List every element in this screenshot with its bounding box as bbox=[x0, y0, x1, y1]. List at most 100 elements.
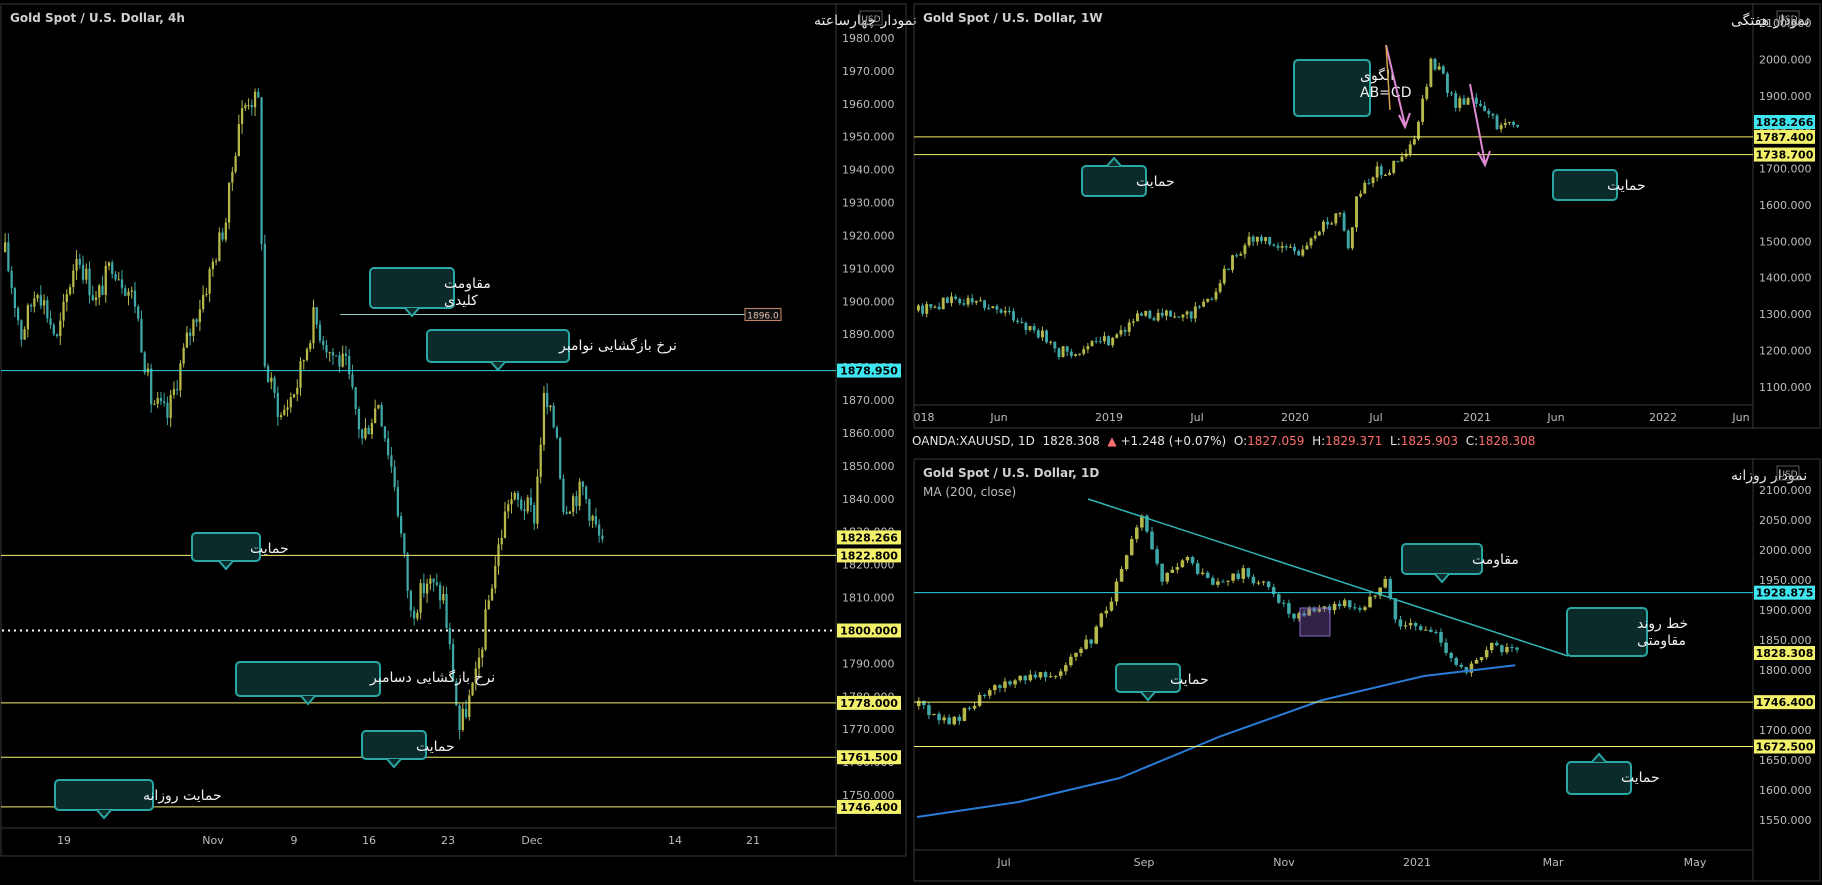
candle-body bbox=[1260, 236, 1263, 241]
candle-body bbox=[1282, 602, 1286, 604]
level-1738.700: 1738.700 bbox=[914, 147, 1815, 162]
candle-body bbox=[1342, 600, 1347, 607]
candle-body bbox=[247, 105, 250, 107]
y-tick-label: 2100.000 bbox=[1759, 17, 1812, 30]
candle-body bbox=[474, 668, 477, 683]
candle-body bbox=[991, 306, 995, 309]
candle-body bbox=[1383, 579, 1388, 588]
candle-body bbox=[231, 171, 234, 183]
callout-text: AB=CD bbox=[1360, 85, 1411, 101]
candle-body bbox=[1246, 568, 1251, 577]
candle-body bbox=[273, 377, 276, 393]
candle-body bbox=[78, 258, 81, 265]
candle-body bbox=[315, 307, 318, 325]
ticker-low-label: L: bbox=[1390, 434, 1401, 448]
candle-body bbox=[594, 515, 598, 525]
candle-body bbox=[1094, 341, 1098, 343]
candle-body bbox=[1425, 86, 1429, 99]
y-tick-label: 1900.000 bbox=[842, 295, 895, 308]
candle-body bbox=[974, 300, 978, 303]
indicator-label: MA (200, close) bbox=[923, 485, 1016, 499]
candle-body bbox=[1418, 626, 1423, 631]
candle-body bbox=[966, 298, 970, 305]
candle-body bbox=[305, 349, 309, 360]
chart-subtitle: نمودار چهارساعته bbox=[814, 13, 917, 29]
candle-body bbox=[1287, 603, 1291, 614]
candle-body bbox=[1251, 236, 1255, 242]
ticker-open: 1827.059 bbox=[1247, 434, 1305, 448]
ticker-up-arrow: ▲ bbox=[1107, 434, 1117, 448]
callout-november-open: نرخ بازگشایی نوامبر bbox=[426, 329, 677, 372]
candle-body bbox=[555, 427, 559, 438]
candle-body bbox=[546, 392, 549, 408]
callout-support-daily-1: حمایت bbox=[1115, 663, 1209, 702]
x-tick-label: 9 bbox=[291, 834, 298, 847]
callout-tip bbox=[386, 758, 402, 769]
candle-body bbox=[1008, 681, 1012, 685]
x-tick-label: 2021 bbox=[1463, 411, 1491, 424]
y-tick-label: 1500.000 bbox=[1759, 235, 1812, 248]
candle-body bbox=[1392, 161, 1396, 173]
arrow-1 bbox=[1385, 44, 1406, 126]
level-1896.0: 1896.0 bbox=[340, 307, 782, 321]
candle-body bbox=[1403, 625, 1408, 627]
candle-body bbox=[1119, 569, 1124, 582]
candle-body bbox=[20, 320, 23, 340]
candle-body bbox=[1098, 341, 1102, 343]
price-tag-text: 1928.875 bbox=[1756, 587, 1814, 600]
callout-tip bbox=[490, 361, 506, 372]
candle-body bbox=[263, 243, 266, 367]
candle-body bbox=[1297, 613, 1301, 619]
candle-body bbox=[1144, 310, 1148, 316]
candle-body bbox=[120, 279, 124, 289]
candle-body bbox=[214, 261, 218, 263]
candle-body bbox=[1218, 283, 1222, 292]
candle-body bbox=[921, 305, 925, 314]
callout-tip bbox=[1434, 573, 1450, 584]
candle-body bbox=[1150, 531, 1154, 550]
candle-body bbox=[565, 512, 568, 514]
callout-text: حمایت bbox=[1607, 178, 1646, 194]
candle-body bbox=[399, 516, 403, 534]
candle-body bbox=[1028, 674, 1033, 681]
candle-body bbox=[1383, 174, 1387, 176]
callout-text: کلیدی bbox=[444, 293, 478, 309]
candle-body bbox=[1429, 58, 1433, 87]
candle-body bbox=[1074, 354, 1077, 356]
x-tick-label: 2019 bbox=[1095, 411, 1123, 424]
x-tick-label: Jun bbox=[1546, 411, 1564, 424]
y-tick-label: 1930.000 bbox=[842, 197, 895, 210]
candle-body bbox=[1454, 93, 1458, 108]
candle-body bbox=[325, 345, 328, 353]
candle-body bbox=[1155, 549, 1159, 564]
candle-body bbox=[338, 355, 341, 367]
candle-body bbox=[1484, 650, 1489, 658]
candle-body bbox=[1107, 336, 1110, 346]
callout-text: الگوی bbox=[1360, 67, 1394, 84]
price-tag-text: 1828.308 bbox=[1756, 647, 1814, 660]
candle-body bbox=[419, 583, 422, 613]
candle-body bbox=[309, 343, 312, 350]
candle-body bbox=[1016, 320, 1020, 322]
chart-panel-1: Gold Spot / U.S. Dollar, 4h نمودار چهارسا… bbox=[0, 3, 917, 857]
abcd-arrows bbox=[1385, 44, 1491, 168]
candle-body bbox=[591, 515, 594, 521]
level-1746.400: 1746.400 bbox=[914, 695, 1815, 710]
candle-body bbox=[55, 334, 59, 337]
candle-body bbox=[1193, 306, 1197, 319]
candle-body bbox=[7, 242, 10, 271]
candle-body bbox=[1235, 255, 1239, 257]
candle-body bbox=[127, 291, 130, 296]
candle-body bbox=[75, 258, 78, 271]
callout-box bbox=[1566, 607, 1648, 657]
y-tick-label: 1300.000 bbox=[1759, 308, 1812, 321]
level-1828.308: 1828.308 bbox=[1754, 646, 1815, 661]
callout-text: نرخ بازگشایی دسامبر bbox=[369, 669, 495, 686]
candle-body bbox=[933, 306, 937, 308]
candle-body bbox=[451, 644, 455, 682]
highlight-box bbox=[1299, 607, 1331, 637]
candle-body bbox=[422, 583, 425, 594]
candle-body bbox=[111, 262, 114, 275]
candle-body bbox=[1165, 572, 1169, 582]
candle-body bbox=[163, 401, 166, 403]
